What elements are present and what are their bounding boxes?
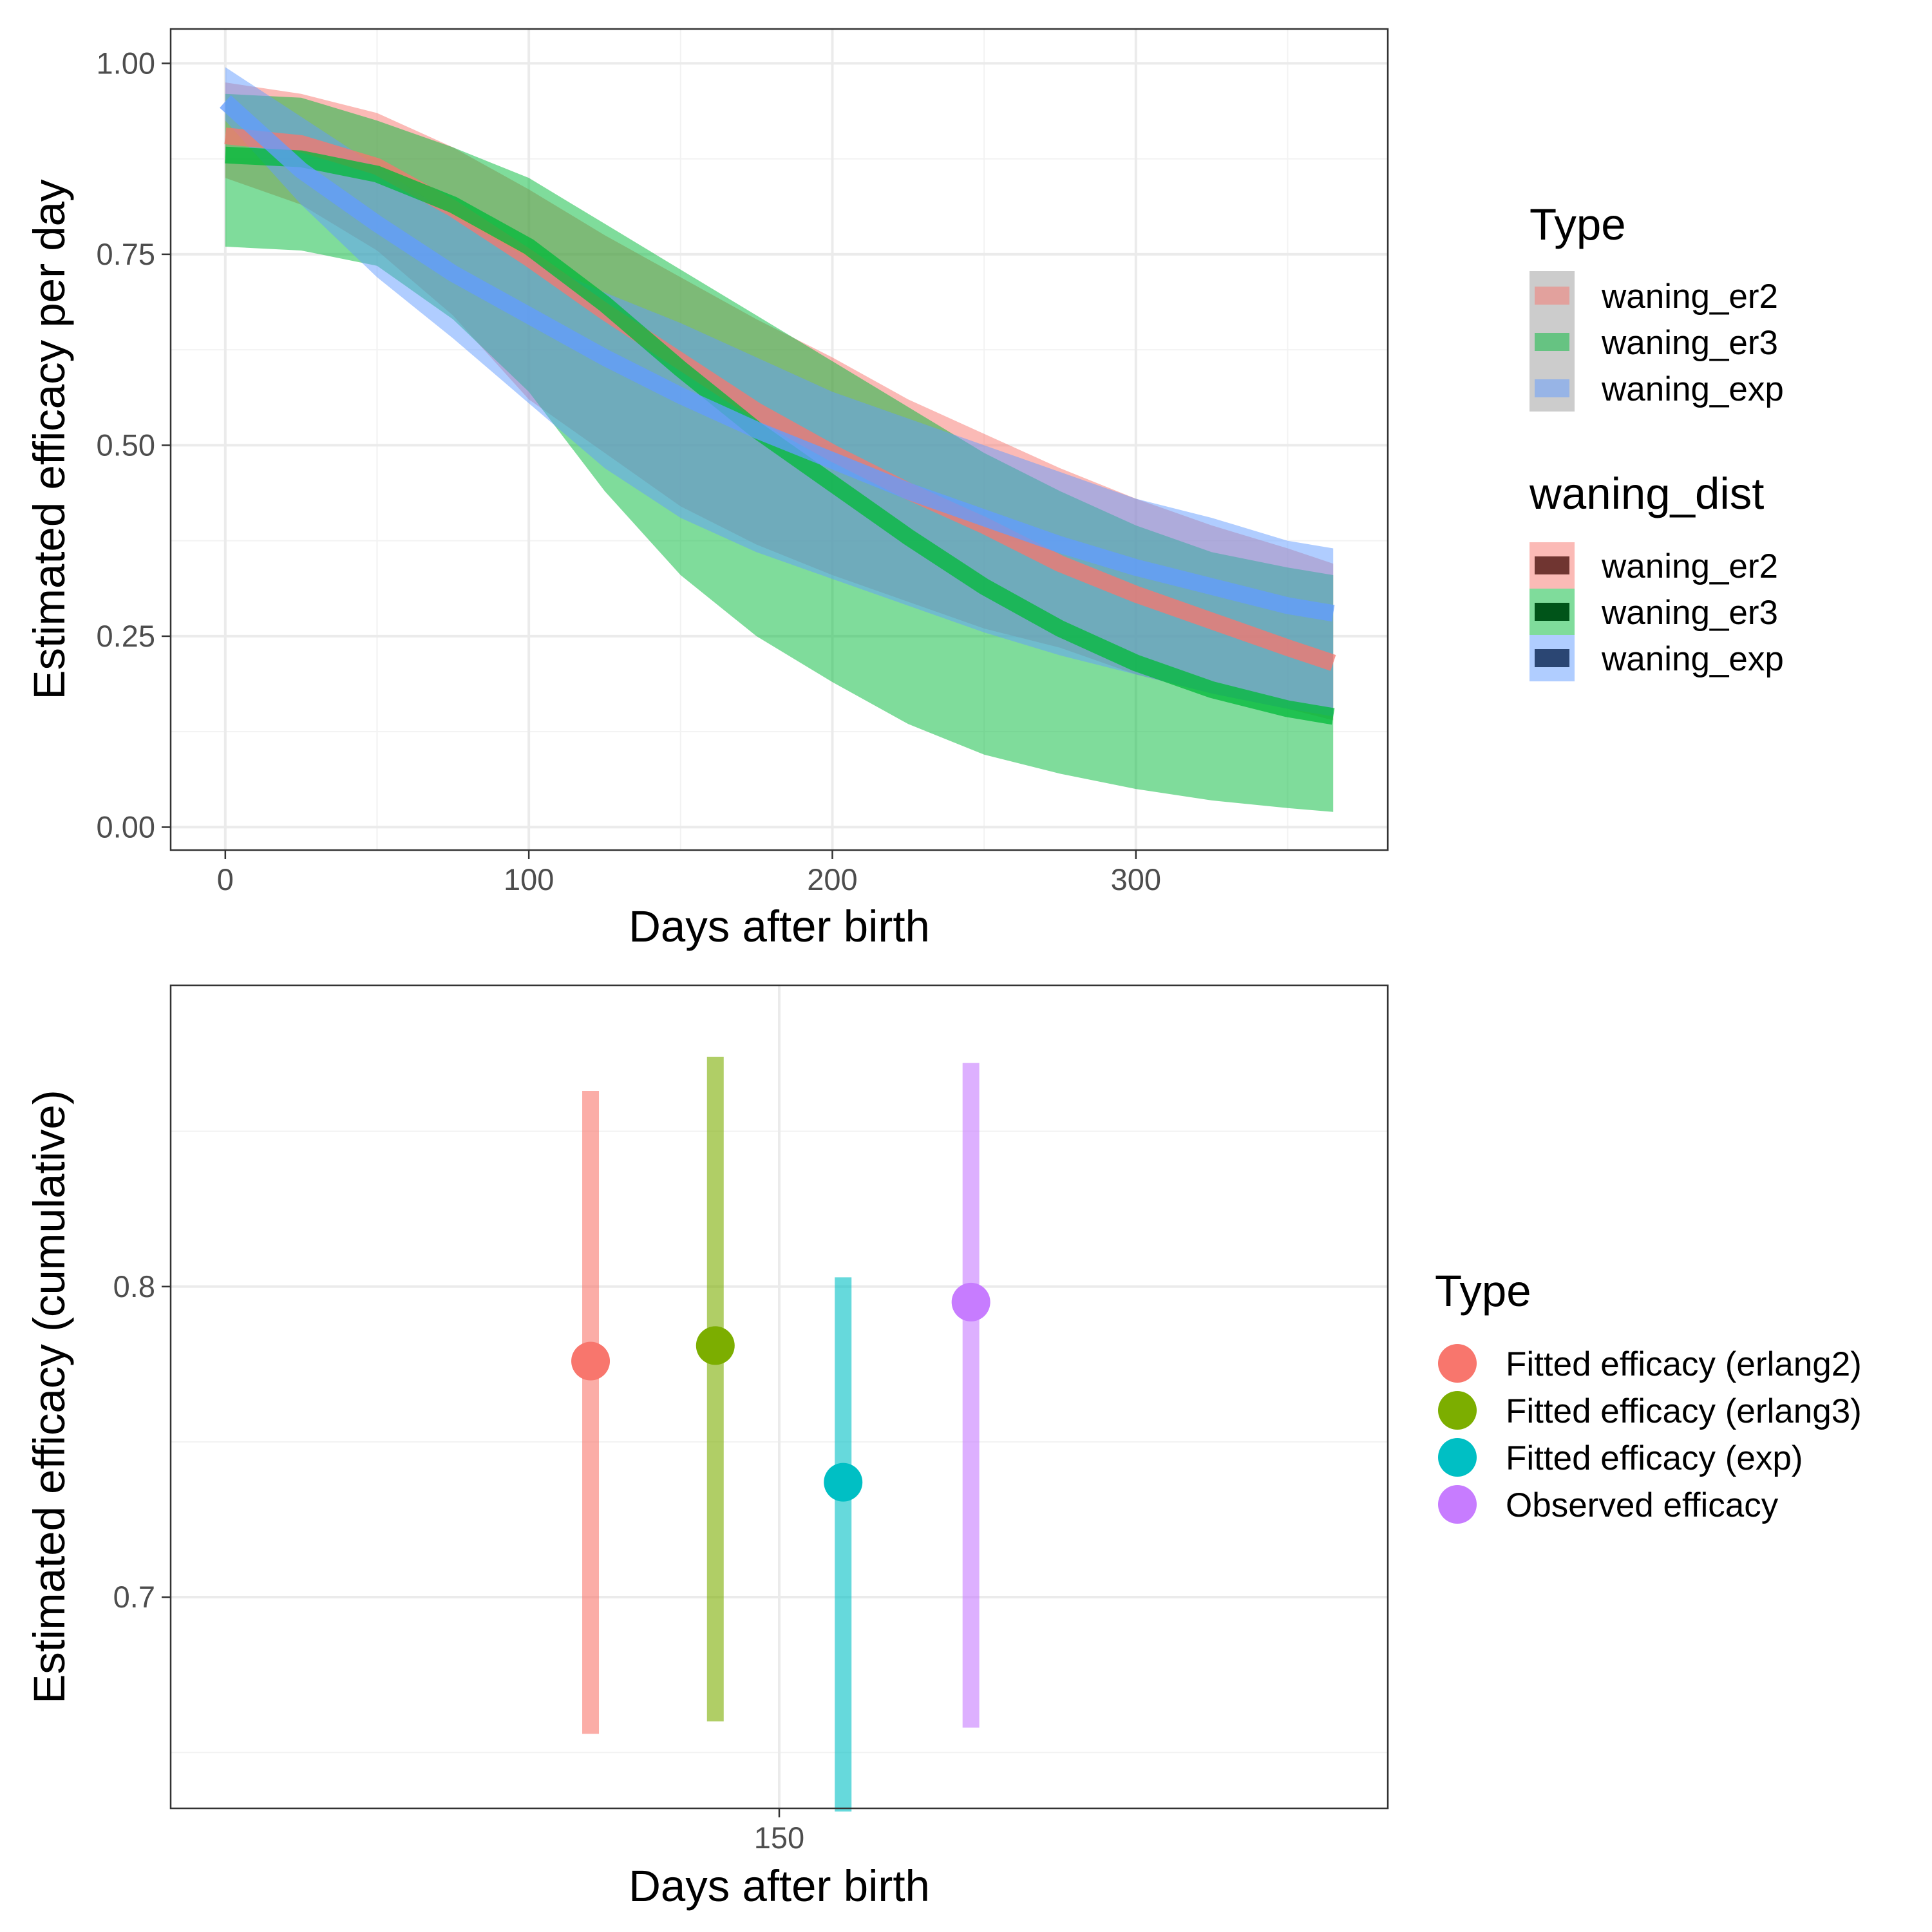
y-tick-label: 1.00 [97,46,155,80]
x-tick-label: 200 [807,862,857,896]
legend-key-3 [1438,1485,1477,1524]
legend-title: Type [1530,200,1626,249]
panel-border [169,28,1389,851]
legend-key-shade [1535,603,1569,621]
y-axis-title: Estimated efficacy (cumulative) [24,1090,74,1704]
x-axis-title: Days after birth [629,1861,930,1911]
legend-key-0 [1438,1344,1477,1383]
legend-title: waning_dist [1529,469,1764,518]
legend-label: Fitted efficacy (exp) [1506,1439,1803,1477]
x-tick-label: 0 [217,862,234,896]
y-tick-label: 0.75 [97,237,155,271]
y-tick-label: 0.25 [97,619,155,653]
legend-label: waning_er2 [1601,547,1778,585]
point-3 [951,1282,990,1321]
x-axis-title: Days after birth [629,902,930,951]
bottom-chart: 150 0.7 0.8 Days after birth Estimated effic… [24,984,1862,1911]
top-chart: 0 100 200 300 0.00 0.25 0.50 0.75 1.00 Days after… [24,28,1784,951]
legend-label: Fitted efficacy (erlang2) [1506,1345,1862,1383]
x-tick-label: 150 [754,1821,804,1855]
legend-label: Observed efficacy [1506,1486,1779,1524]
y-tick-label: 0.50 [97,428,155,462]
legend-key-2 [1438,1438,1477,1477]
legend-label: waning_er3 [1601,324,1778,362]
x-tick-label: 300 [1111,862,1161,896]
legend-label: waning_exp [1601,370,1784,408]
x-tick-label: 100 [504,862,554,896]
legend-label: waning_er2 [1601,278,1778,316]
y-axis-title: Estimated efficacy per day [24,179,74,699]
point-2 [824,1463,863,1502]
y-tick-label: 0.00 [97,810,155,844]
legend-key-waning_er3 [1535,333,1569,351]
line-waning_exp [220,95,1335,622]
line-waning_er3 [225,146,1335,725]
legend-key-shade [1535,649,1569,667]
point-0 [571,1341,611,1381]
legend-label: waning_er3 [1601,594,1778,632]
legend-key-waning_exp [1535,379,1569,397]
legend-key-shade [1535,556,1569,574]
y-tick-label: 0.7 [113,1580,155,1614]
legend-label: waning_exp [1601,640,1784,678]
legend-title: Type [1435,1266,1531,1316]
legend-key-1 [1438,1391,1477,1430]
legend-label: Fitted efficacy (erlang3) [1506,1392,1862,1430]
legend-key-waning_er2 [1535,287,1569,305]
y-tick-label: 0.8 [113,1269,155,1303]
point-1 [696,1326,735,1365]
